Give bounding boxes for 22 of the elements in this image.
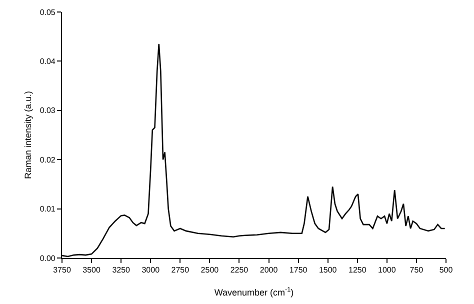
x-tick-label: 750 [410, 266, 424, 275]
y-tick-label: 0.03 [40, 106, 56, 116]
x-tick-label: 1750 [289, 266, 308, 275]
x-axis-title: Wavenumber (cm$^{-1}$) [214, 286, 294, 298]
x-tick-label: 1500 [318, 266, 338, 275]
x-tick-label: 3000 [142, 266, 160, 275]
y-tick-label: 0.01 [40, 204, 56, 214]
x-tick-label: 2250 [230, 266, 249, 275]
y-tick-label: 0.02 [40, 155, 56, 164]
x-tick-label: 2000 [260, 266, 278, 275]
x-tick-label: 1250 [348, 266, 367, 275]
y-axis-title: Raman intensity (a.u.) [23, 90, 34, 180]
y-tick-label: 0.00 [40, 254, 56, 263]
x-tick-label: 1000 [378, 266, 396, 275]
x-tick-label: 500 [439, 266, 454, 275]
x-tick-label: 2750 [171, 266, 190, 275]
x-tick-label: 2500 [200, 266, 220, 275]
x-tick-label: 3500 [82, 266, 101, 275]
y-tick-label: 0.04 [40, 57, 56, 66]
x-tick-label: 3750 [53, 266, 72, 275]
x-tick-label: 3250 [112, 266, 131, 275]
y-tick-label: 0.05 [40, 8, 56, 17]
